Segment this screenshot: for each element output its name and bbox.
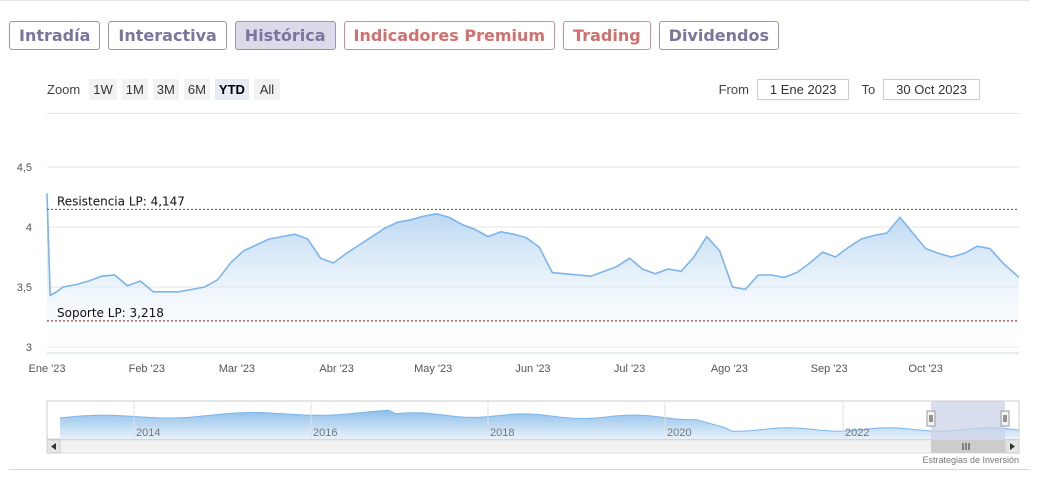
top-border [0, 0, 1030, 1]
x-tick-label: Jul '23 [614, 363, 645, 375]
tab-indicadores-premium[interactable]: Indicadores Premium [343, 21, 556, 50]
scroll-right-arrow-icon [1010, 443, 1015, 450]
y-tick-label: 3 [26, 342, 32, 354]
x-tick-label: Ene '23 [29, 363, 66, 375]
toolbar-divider [47, 113, 1019, 114]
scrollbar-track[interactable] [46, 439, 1020, 454]
x-tick-label: Sep '23 [811, 363, 848, 375]
tab-hist-rica[interactable]: Histórica [234, 21, 336, 50]
navigator-tick-label: 2014 [136, 427, 160, 439]
to-label: To [861, 82, 876, 97]
navigator-tick-label: 2020 [667, 427, 691, 439]
y-tick-label: 4,5 [17, 162, 32, 174]
section-tabs: Intradía Interactiva Histórica Indicadores … [9, 21, 779, 50]
to-date-input[interactable]: 30 Oct 2023 [883, 79, 980, 100]
chart-credit: Estrategias de Inversión [922, 455, 1019, 465]
navigator-tick-label: 2016 [313, 427, 337, 439]
x-tick-label: May '23 [414, 363, 452, 375]
zoom-button-3m[interactable]: 3M [152, 79, 179, 100]
navigator-tick-label: 2018 [490, 427, 514, 439]
x-tick-label: Abr '23 [319, 363, 354, 375]
x-tick-label: Jun '23 [515, 363, 550, 375]
zoom-button-1m[interactable]: 1M [121, 79, 148, 100]
tab-intrad-a[interactable]: Intradía [9, 21, 101, 50]
tab-dividendos[interactable]: Dividendos [658, 21, 779, 50]
y-tick-label: 4 [26, 222, 32, 234]
from-date-input[interactable]: 1 Ene 2023 [756, 79, 850, 100]
zoom-button-all[interactable]: All [253, 79, 280, 100]
zoom-buttons: 1W 1M 3M 6M YTD All [89, 79, 280, 100]
tab-trading[interactable]: Trading [563, 21, 651, 50]
series-area [47, 193, 1019, 353]
navigator-selection[interactable] [931, 401, 1005, 439]
zoom-selector: Zoom 1W 1M 3M 6M YTD All [47, 79, 280, 100]
scrollbar-thumb[interactable] [931, 440, 1005, 453]
tab-interactiva[interactable]: Interactiva [108, 21, 227, 50]
navigator-left-handle[interactable] [926, 410, 936, 427]
zoom-button-6m[interactable]: 6M [183, 79, 210, 100]
navigator-area [60, 410, 1019, 439]
bottom-border [9, 469, 1030, 470]
zoom-button-ytd[interactable]: YTD [214, 79, 249, 100]
date-range: From 1 Ene 2023 To 30 Oct 2023 [719, 79, 980, 100]
zoom-button-1w[interactable]: 1W [89, 79, 117, 100]
x-tick-label: Feb '23 [129, 363, 165, 375]
navigator-tick-label: 2022 [845, 427, 869, 439]
resistance-label: Resistencia LP: 4,147 [57, 194, 185, 208]
x-tick-label: Oct '23 [908, 363, 943, 375]
navigator-line [59, 409, 1020, 432]
x-tick-label: Mar '23 [219, 363, 255, 375]
from-label: From [718, 82, 749, 97]
navigator-right-handle[interactable] [1000, 410, 1010, 427]
scroll-left-arrow-icon [51, 443, 56, 450]
y-tick-label: 3,5 [17, 282, 32, 294]
support-label: Soporte LP: 3,218 [57, 306, 164, 320]
x-tick-label: Ago '23 [711, 363, 748, 375]
zoom-label: Zoom [47, 82, 81, 97]
series-line [46, 193, 1020, 297]
